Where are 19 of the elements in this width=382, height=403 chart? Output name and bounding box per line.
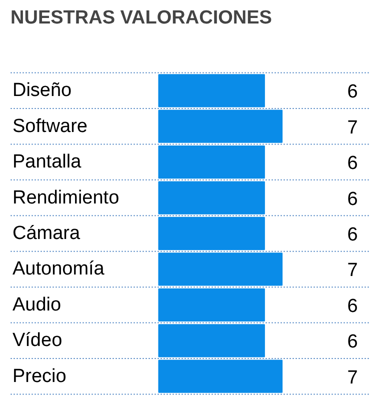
data-label: 6	[347, 332, 358, 353]
y-tick-label: Audio	[12, 294, 62, 316]
y-tick-label: Software	[12, 116, 88, 137]
y-tick-label: Rendimiento	[12, 187, 120, 208]
data-label: 6	[347, 82, 358, 103]
y-tick-label: Pantalla	[12, 152, 82, 173]
data-label: 7	[347, 117, 358, 138]
chart-title: NUESTRAS VALORACIONES	[10, 8, 272, 28]
y-tick-label: Autonomía	[12, 258, 105, 280]
data-label: 6	[347, 153, 358, 174]
y-tick-label: Cámara	[12, 223, 80, 244]
data-label: 6	[347, 296, 358, 317]
data-label: 6	[347, 224, 358, 246]
data-label: 7	[347, 260, 358, 282]
data-label: 7	[347, 367, 358, 388]
y-tick-label: Precio	[12, 366, 66, 387]
y-tick-label: Vídeo	[12, 330, 62, 352]
y-tick-label: Diseño	[12, 80, 72, 102]
data-label: 6	[347, 188, 358, 210]
